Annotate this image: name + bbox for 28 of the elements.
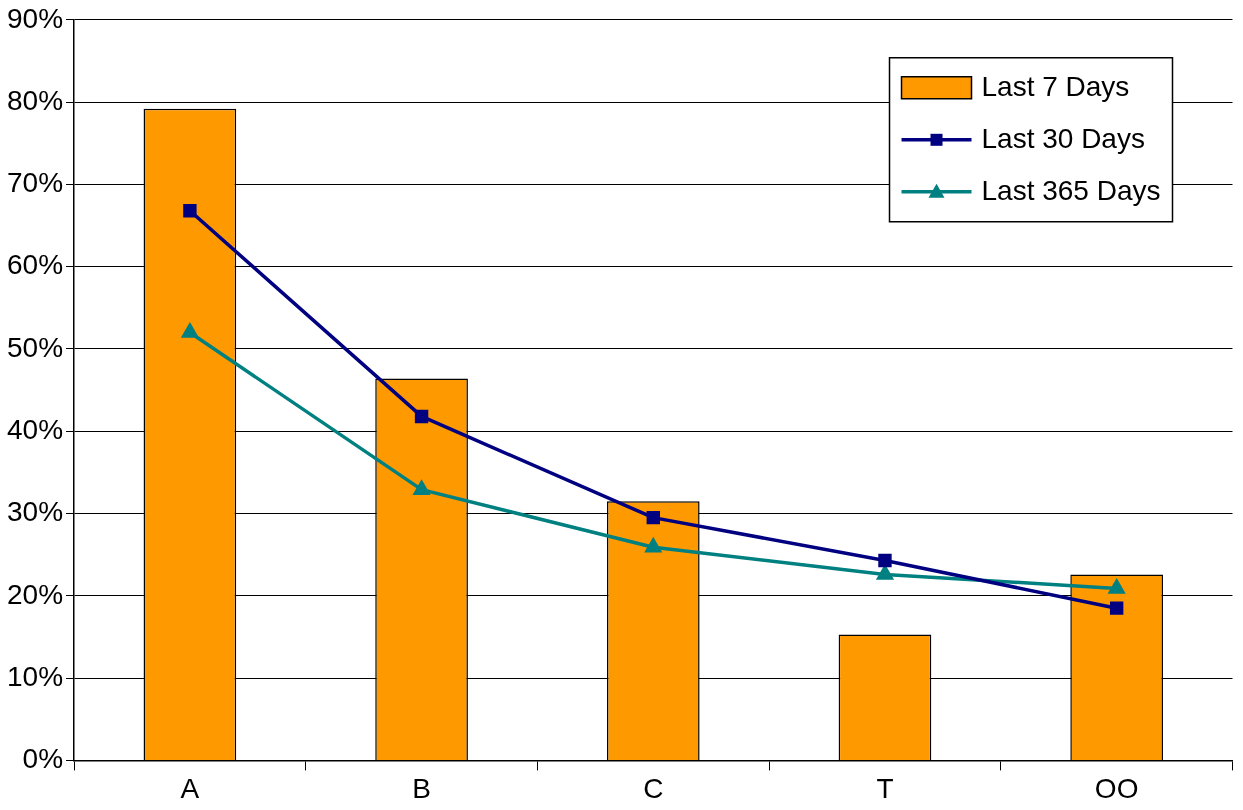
x-tick-label: A <box>180 772 200 804</box>
point <box>877 565 893 580</box>
y-tick-label: 60% <box>6 249 64 281</box>
legend-label: Last 365 Days <box>981 174 1161 206</box>
x-tick-label: T <box>876 772 894 804</box>
legend-label: Last 7 Days <box>981 70 1130 102</box>
point <box>878 553 892 568</box>
y-tick-label: 80% <box>6 84 64 116</box>
point <box>1109 601 1124 615</box>
legend-label: Last 30 Days <box>981 122 1145 154</box>
x-tick-label: C <box>643 772 664 804</box>
y-tick-label: 20% <box>6 578 64 610</box>
x-tick-label: B <box>412 772 431 804</box>
y-tick-label: 90% <box>6 2 64 34</box>
y-tick-label: 10% <box>6 660 64 692</box>
point <box>1108 579 1125 594</box>
y-tick-label: 50% <box>6 331 64 363</box>
point <box>183 204 197 218</box>
point <box>414 409 429 424</box>
y-tick-label: 0% <box>22 743 64 775</box>
y-tick-label: 40% <box>6 413 64 445</box>
point <box>644 536 663 553</box>
y-tick-label: 70% <box>6 167 64 199</box>
point <box>646 510 660 525</box>
point <box>182 323 198 338</box>
x-tick-label: OO <box>1094 772 1139 804</box>
point <box>413 480 430 495</box>
y-tick-label: 30% <box>6 496 64 528</box>
